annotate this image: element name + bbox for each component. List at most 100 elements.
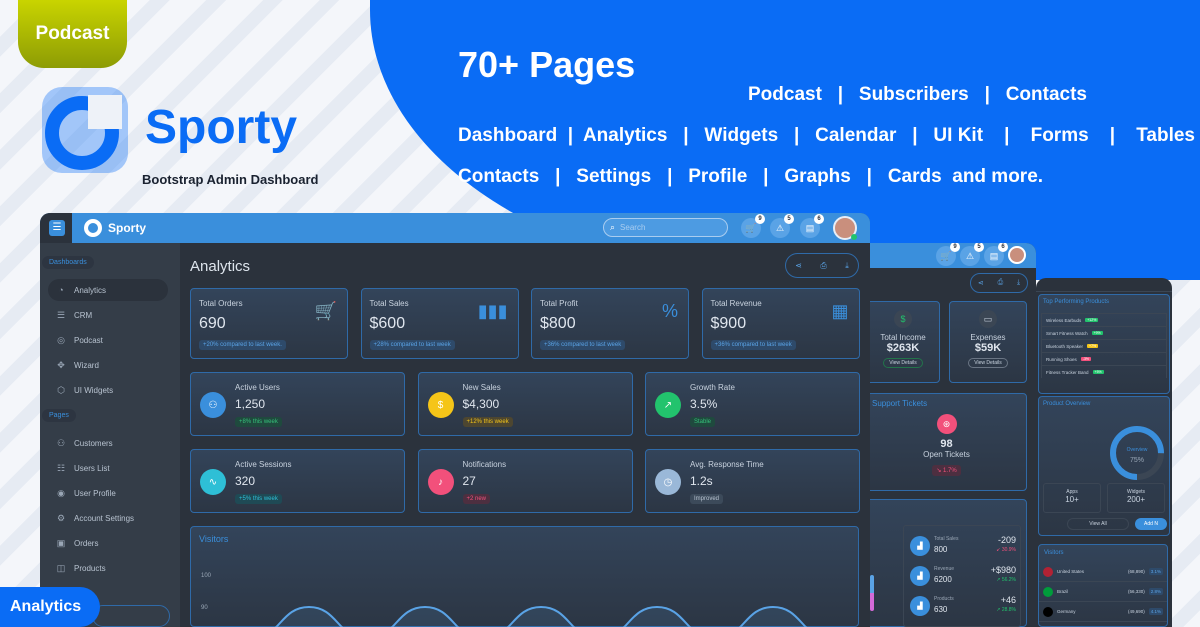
cart-icon[interactable]: 🛒 9 xyxy=(936,243,960,266)
view-all-button[interactable]: View All xyxy=(1067,518,1129,530)
sidebar-item-label: Analytics xyxy=(74,285,107,295)
mini-stat-value: 1.2s xyxy=(690,474,713,488)
main-dashboard-window: ☰ Sporty ⌕ Search 🛒 9 ⚠ 5 ▤ 6 Dashboards ◔ An… xyxy=(40,213,870,627)
message-icon[interactable]: ▤ 6 xyxy=(800,214,824,238)
sidebar-item-label: Products xyxy=(74,563,106,573)
mini-stat-value: 3.5% xyxy=(690,397,718,411)
sidebar-item-podcast[interactable]: ◎ Podcast xyxy=(48,329,168,351)
country-row: United States (68,890) 3.1% xyxy=(1039,562,1167,582)
apps-label: Apps xyxy=(1066,489,1078,495)
sidebar-item-analytics[interactable]: ◔ Analytics xyxy=(48,279,168,301)
sidebar-item-account-settings[interactable]: ⚙ Account Settings xyxy=(48,507,168,529)
clock-icon: ◷ xyxy=(655,469,681,495)
stat-delta: +$980 xyxy=(990,565,1016,575)
sidebar-icon: ▣ xyxy=(56,537,66,548)
product-row: Smart Fitness Watch +9% xyxy=(1041,326,1167,339)
tagline: Bootstrap Admin Dashboard xyxy=(142,172,319,187)
sidebar-icon: ☷ xyxy=(56,462,66,473)
stat-title: Total Profit xyxy=(540,299,578,308)
country-pct: 2.8% xyxy=(1148,588,1163,595)
sidebar-item-crm[interactable]: ☰ CRM xyxy=(48,304,168,326)
stat-value: 630 xyxy=(934,605,948,614)
product-change: +5% xyxy=(1092,370,1104,374)
mini-stat-title: Notifications xyxy=(462,460,507,469)
download-icon[interactable]: ⤓ xyxy=(1016,279,1021,286)
sidebar-item-ui-widgets[interactable]: ⬡ UI Widgets xyxy=(48,379,168,401)
users-icon: ⚇ xyxy=(200,392,226,418)
sidebar-item-users-list[interactable]: ☷ Users List xyxy=(48,457,168,479)
sidebar-item-wizard[interactable]: ✥ Wizard xyxy=(48,354,168,376)
stat-note: +36% compared to last week xyxy=(540,340,626,350)
sidebar-item-label: User Profile xyxy=(74,488,116,498)
stat-label: Total Sales xyxy=(934,536,959,542)
country-count: (56,330) xyxy=(1127,589,1145,594)
mini-stat-card: ∿ Active Sessions 320 +5% this week xyxy=(190,449,405,513)
page-title: Analytics xyxy=(190,258,251,275)
stat-note: +36% compared to last week xyxy=(710,340,796,350)
sidebar-footer-actions[interactable] xyxy=(92,605,170,627)
sidebar-item-label: UI Widgets xyxy=(74,385,114,395)
product-name: Wireless Earbuds xyxy=(1046,317,1082,323)
product-overview-title: Product Overview xyxy=(1043,401,1091,407)
product-change: +9% xyxy=(1091,331,1103,335)
sidebar-section-dashboards: Dashboards xyxy=(42,256,94,269)
income-label: Total Income xyxy=(880,333,926,342)
product-change: -3% xyxy=(1080,357,1092,361)
chart-icon: ▟ xyxy=(910,596,930,616)
alert-icon[interactable]: ⚠ 5 xyxy=(770,214,794,238)
sidebar-item-products[interactable]: ◫ Products xyxy=(48,557,168,579)
percent-icon: % xyxy=(661,301,678,321)
mini-stat-title: Active Sessions xyxy=(235,460,292,469)
trend-icon: ↗ xyxy=(655,392,681,418)
stat-value: 690 xyxy=(199,315,226,332)
card-icon: ▭ xyxy=(979,310,997,328)
stat-pct: ↗ 56.2% xyxy=(996,577,1016,583)
sidebar-icon: ⚇ xyxy=(56,437,66,448)
sidebar-item-label: CRM xyxy=(74,310,93,320)
message-icon[interactable]: ▤ 6 xyxy=(984,243,1008,266)
mini-stat-note: +12% this week xyxy=(462,417,513,427)
pulse-icon: ∿ xyxy=(200,469,226,495)
y-tick-label: 100 xyxy=(201,573,212,579)
menu-toggle-icon[interactable]: ☰ xyxy=(49,220,65,236)
stat-note: +28% compared to last week xyxy=(369,340,455,350)
alert-icon[interactable]: ⚠ 5 xyxy=(960,243,984,266)
sidebar-item-user-profile[interactable]: ◉ User Profile xyxy=(48,482,168,504)
share-icon[interactable]: ⋖ xyxy=(795,261,802,270)
income-view-details-button[interactable]: View Details xyxy=(883,358,923,368)
stat-note: +20% compared to last week. xyxy=(199,340,286,350)
app-brand: Sporty xyxy=(108,221,147,235)
sidebar-icon: ⬡ xyxy=(57,384,65,395)
dollar-icon: $ xyxy=(427,392,454,418)
stat-pct: ↗ 28.8% xyxy=(996,607,1016,613)
analytics-badge: Analytics xyxy=(0,587,100,627)
product-row: Wireless Earbuds +12% xyxy=(1041,313,1167,326)
avatar[interactable] xyxy=(833,216,857,240)
stat-card: Total Sales $600 +28% compared to last w… xyxy=(360,288,519,359)
visitors-title: Visitors xyxy=(1044,550,1064,556)
stat-card: Total Orders 690 +20% compared to last w… xyxy=(190,288,348,359)
gauge-label: Overview xyxy=(1126,447,1148,453)
visitors-chart-title: Visitors xyxy=(199,534,229,544)
search-input[interactable]: ⌕ Search xyxy=(603,218,728,237)
apps-stat: Apps 10+ xyxy=(1043,483,1101,513)
bell-icon: ♪ xyxy=(427,469,454,495)
download-icon[interactable]: ⤓ xyxy=(845,260,849,270)
income-value: $263K xyxy=(886,342,920,354)
sidebar-item-customers[interactable]: ⚇ Customers xyxy=(48,432,168,454)
print-icon[interactable]: ⎙ xyxy=(997,279,1004,286)
cart-icon: 🛒 xyxy=(314,301,337,321)
avatar[interactable] xyxy=(1008,246,1026,264)
sidebar-icon: ☰ xyxy=(56,309,66,320)
widgets-value: 200+ xyxy=(1126,495,1146,504)
share-icon[interactable]: ⋖ xyxy=(977,280,984,287)
expenses-view-details-button[interactable]: View Details xyxy=(968,358,1008,368)
mini-stat-value: 1,250 xyxy=(235,397,266,411)
cart-icon[interactable]: 🛒 9 xyxy=(741,214,765,238)
print-icon[interactable]: ⎙ xyxy=(820,260,827,270)
add-new-button[interactable]: Add N xyxy=(1135,518,1167,530)
mini-stat-note: +5% this week xyxy=(235,494,282,504)
widgets-stat: Widgets 200+ xyxy=(1107,483,1165,513)
product-name: Running Shoes xyxy=(1046,356,1077,362)
sidebar-item-orders[interactable]: ▣ Orders xyxy=(48,532,168,554)
